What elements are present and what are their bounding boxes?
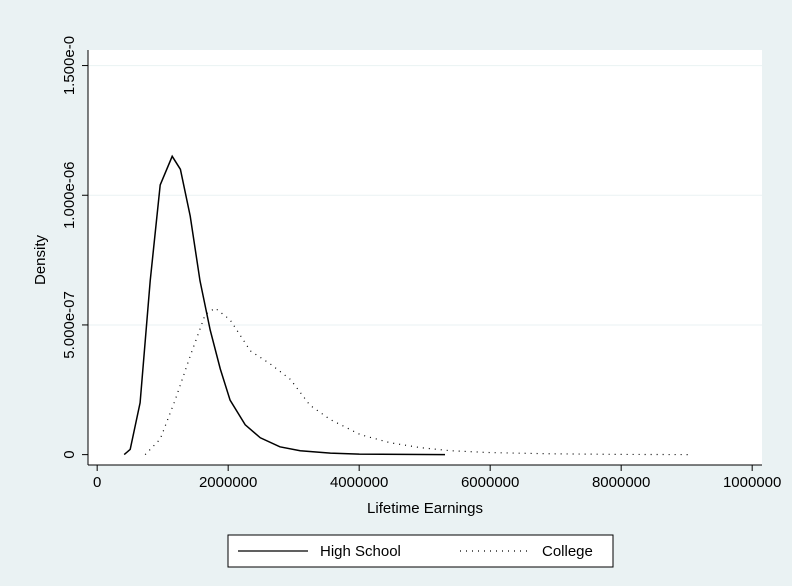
y-tick-label: 1.000e-06 <box>61 161 78 229</box>
x-tick-label: 1000000 <box>723 474 781 491</box>
legend-label: College <box>542 543 593 560</box>
x-tick-label: 2000000 <box>199 474 257 491</box>
y-tick-label: 1.500e-0 <box>61 36 78 95</box>
x-tick-label: 0 <box>93 474 101 491</box>
y-tick-label: 5.000e-07 <box>61 291 78 359</box>
plot-area <box>88 50 762 465</box>
y-axis-title: Density <box>32 234 49 285</box>
x-axis-title: Lifetime Earnings <box>367 500 483 517</box>
x-tick-label: 8000000 <box>592 474 650 491</box>
density-line <box>123 154 446 456</box>
x-tick-label: 6000000 <box>461 474 519 491</box>
x-tick-label: 4000000 <box>330 474 388 491</box>
density-line <box>144 307 689 456</box>
y-tick-label: 0 <box>61 450 78 458</box>
legend-label: High School <box>320 543 401 560</box>
